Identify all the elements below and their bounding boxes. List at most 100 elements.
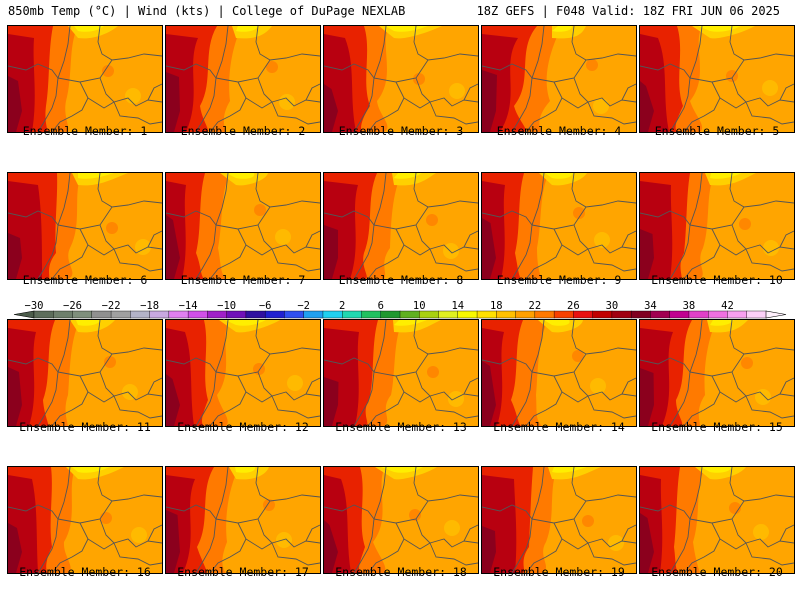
ensemble-member-map <box>639 25 795 133</box>
ensemble-member-map <box>481 25 637 133</box>
colorbar-swatch <box>592 310 613 319</box>
colorbar-swatch <box>611 310 632 319</box>
ensemble-member-map <box>165 319 321 427</box>
ensemble-member-map <box>165 25 321 133</box>
colorbar-swatch <box>630 310 651 319</box>
colorbar-right-arrow <box>765 310 787 319</box>
ensemble-member-caption: Ensemble Member: 19 <box>493 565 625 579</box>
ensemble-member-map <box>323 25 479 133</box>
colorbar-tick-label: 14 <box>451 300 464 312</box>
ensemble-member-caption: Ensemble Member: 20 <box>651 565 783 579</box>
ensemble-member-map <box>481 466 637 574</box>
ensemble-member-caption: Ensemble Member: 18 <box>335 565 467 579</box>
colorbar-tick-label: 10 <box>413 300 426 312</box>
colorbar-tick-label: −10 <box>217 300 236 312</box>
ensemble-member-caption: Ensemble Member: 7 <box>180 273 306 287</box>
colorbar-swatch <box>342 310 362 319</box>
ensemble-member-map <box>639 172 795 280</box>
ensemble-member-map <box>639 466 795 574</box>
colorbar-swatch <box>399 310 420 319</box>
colorbar-swatch <box>53 310 74 319</box>
ensemble-member-map <box>165 466 321 574</box>
colorbar-swatch <box>438 310 459 319</box>
colorbar-swatch <box>669 310 690 319</box>
colorbar-tick-label: 30 <box>606 300 619 312</box>
ensemble-member-caption: Ensemble Member: 2 <box>180 124 306 138</box>
colorbar-swatch <box>149 310 170 319</box>
ensemble-member-caption: Ensemble Member: 8 <box>338 273 464 287</box>
colorbar-swatch <box>72 310 93 319</box>
colorbar-swatch <box>515 310 536 319</box>
colorbar-tick-label: −22 <box>102 300 121 312</box>
header-run-info: 18Z GEFS | F048 Valid: 18Z FRI JUN 06 20… <box>476 4 780 18</box>
colorbar-tick-label: 2 <box>339 300 345 312</box>
colorbar-swatch <box>650 310 671 319</box>
colorbar-tick-label: −18 <box>140 300 159 312</box>
ensemble-member-caption: Ensemble Member: 10 <box>651 273 783 287</box>
colorbar-tick-label: 34 <box>644 300 657 312</box>
colorbar-swatch <box>727 310 748 319</box>
colorbar-swatch <box>573 310 594 319</box>
colorbar-swatch <box>688 310 709 319</box>
ensemble-member-caption: Ensemble Member: 5 <box>654 124 780 138</box>
colorbar-swatch <box>496 310 517 319</box>
ensemble-member-map <box>481 319 637 427</box>
colorbar-swatch <box>361 310 382 319</box>
colorbar-swatch <box>419 310 440 319</box>
colorbar-tick-label: −6 <box>259 300 272 312</box>
ensemble-member-map <box>7 172 163 280</box>
ensemble-member-caption: Ensemble Member: 11 <box>19 420 151 434</box>
colorbar-tick-label: 18 <box>490 300 503 312</box>
colorbar-swatch <box>110 310 131 319</box>
header-title: 850mb Temp (°C) | Wind (kts) | College o… <box>8 4 406 18</box>
ensemble-member-caption: Ensemble Member: 4 <box>496 124 622 138</box>
colorbar-left-arrow <box>13 310 35 319</box>
colorbar-swatch <box>130 310 151 319</box>
colorbar-swatch <box>33 310 54 319</box>
ensemble-member-caption: Ensemble Member: 17 <box>177 565 309 579</box>
ensemble-member-caption: Ensemble Member: 3 <box>338 124 464 138</box>
ensemble-member-map <box>323 172 479 280</box>
colorbar-swatch <box>708 310 728 319</box>
colorbar-swatch <box>187 310 208 319</box>
colorbar-swatch <box>553 310 574 319</box>
ensemble-member-map <box>323 319 479 427</box>
colorbar-tick-label: −26 <box>63 300 82 312</box>
colorbar-swatch <box>457 310 478 319</box>
temperature-colorbar: −30 −26 −22 −18 −14 −10 −6 −2 2 6 10 14 18 22 26 30 34 38… <box>13 300 787 319</box>
ensemble-member-map <box>7 25 163 133</box>
colorbar-swatch <box>245 310 266 319</box>
ensemble-member-caption: Ensemble Member: 6 <box>22 273 148 287</box>
colorbar-tick-label: 26 <box>567 300 580 312</box>
colorbar-swatch <box>476 310 497 319</box>
colorbar-swatch <box>264 310 285 319</box>
colorbar-tick-label: 38 <box>683 300 696 312</box>
colorbar-swatch <box>746 310 767 319</box>
colorbar-swatch <box>534 310 555 319</box>
colorbar-swatch <box>322 310 343 319</box>
ensemble-member-caption: Ensemble Member: 15 <box>651 420 783 434</box>
ensemble-member-map <box>165 172 321 280</box>
colorbar-swatch <box>303 310 324 319</box>
colorbar-tick-label: −14 <box>179 300 198 312</box>
ensemble-member-caption: Ensemble Member: 12 <box>177 420 309 434</box>
colorbar-swatch <box>168 310 189 319</box>
ensemble-member-map <box>481 172 637 280</box>
ensemble-member-map <box>7 466 163 574</box>
ensemble-member-caption: Ensemble Member: 16 <box>19 565 151 579</box>
ensemble-member-map <box>639 319 795 427</box>
colorbar-tick-label: 22 <box>529 300 542 312</box>
ensemble-member-caption: Ensemble Member: 13 <box>335 420 467 434</box>
ensemble-member-caption: Ensemble Member: 1 <box>22 124 148 138</box>
colorbar-tick-label: −30 <box>25 300 44 312</box>
colorbar-swatch <box>91 310 112 319</box>
colorbar-swatch <box>207 310 228 319</box>
colorbar-tick-label: 42 <box>721 300 734 312</box>
ensemble-member-map <box>323 466 479 574</box>
ensemble-member-caption: Ensemble Member: 9 <box>496 273 622 287</box>
colorbar-tick-label: 6 <box>378 300 384 312</box>
colorbar-swatch <box>226 310 247 319</box>
ensemble-member-caption: Ensemble Member: 14 <box>493 420 625 434</box>
colorbar-swatch <box>380 310 401 319</box>
colorbar-swatch <box>284 310 305 319</box>
